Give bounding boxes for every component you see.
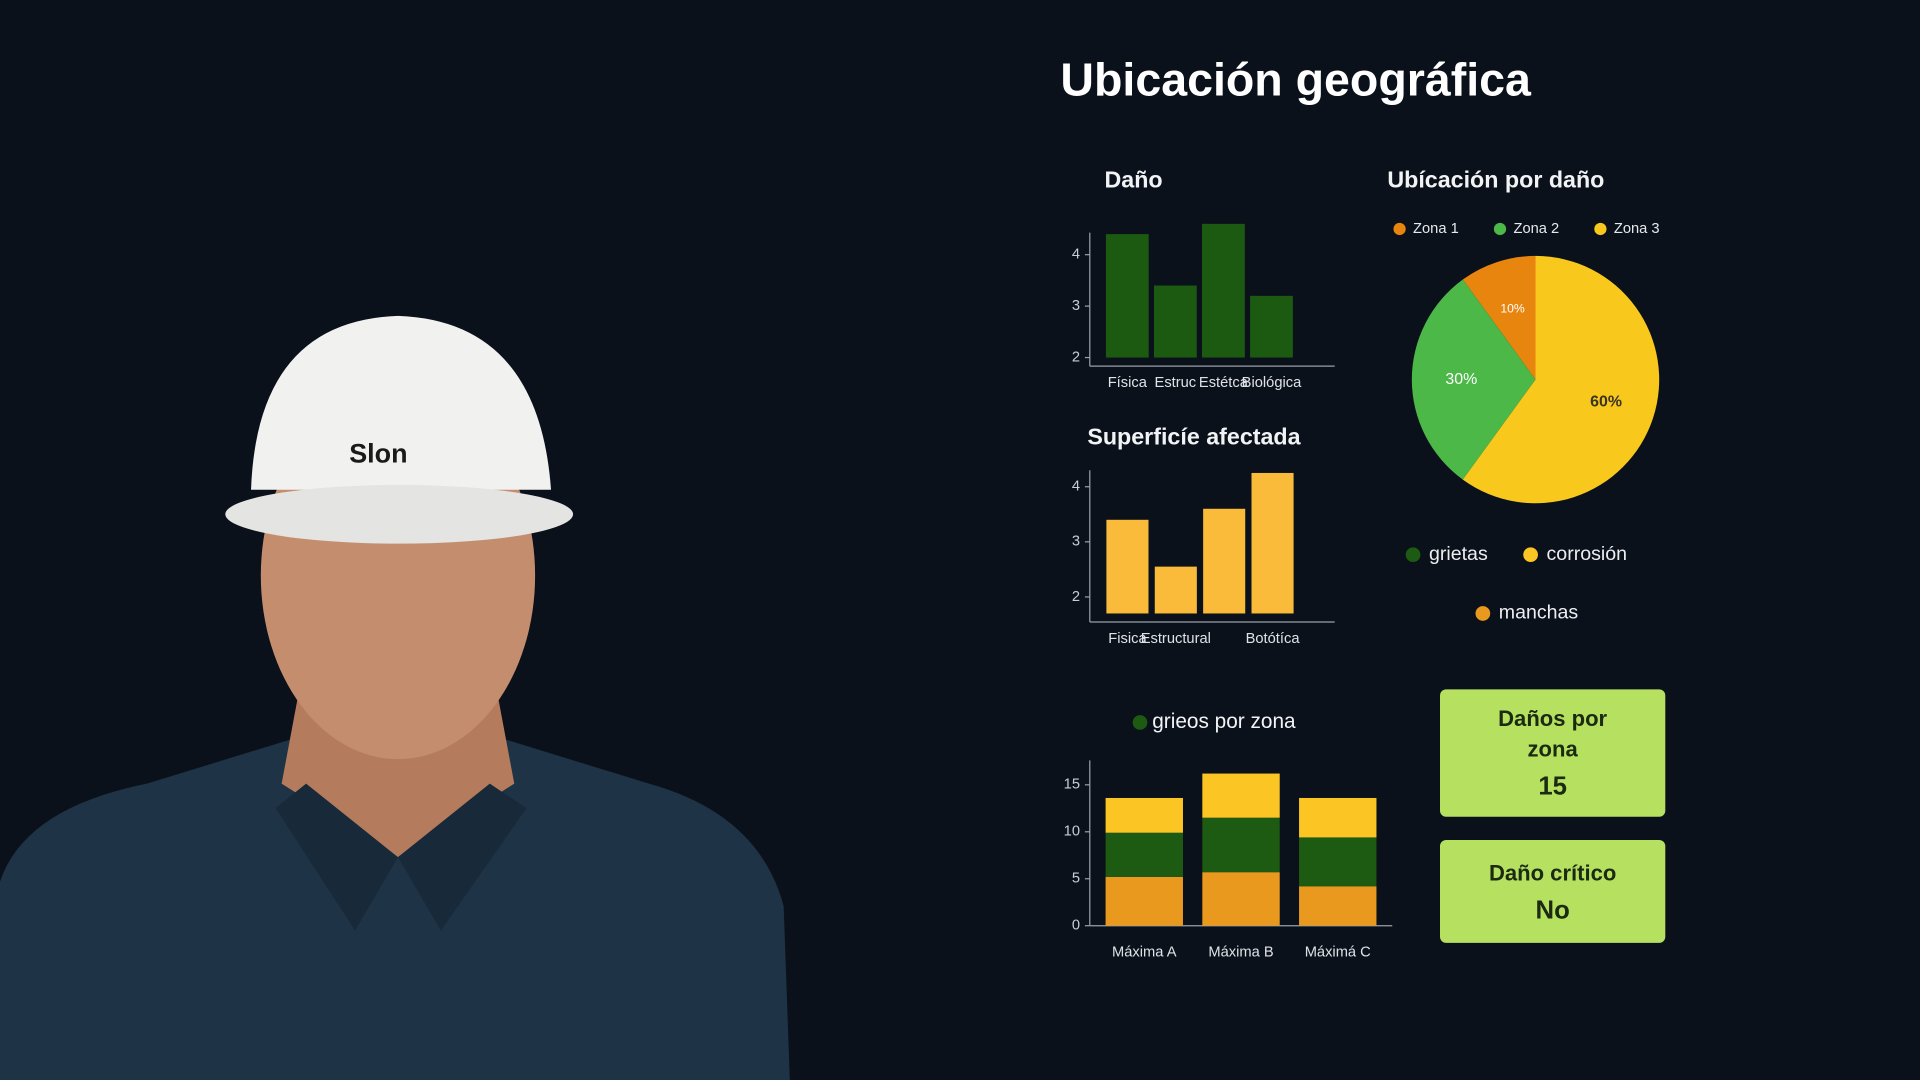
slice-label: 30%	[1445, 371, 1477, 388]
worker-photo: Slon	[0, 315, 790, 1080]
chart-title: Superficíe afectada	[1087, 424, 1301, 450]
y-tick-label: 4	[1072, 479, 1080, 495]
y-tick-label: 15	[1064, 777, 1080, 793]
legend-label: Zona 2	[1513, 221, 1559, 237]
legend-dot	[1405, 547, 1421, 563]
bar-segment	[1202, 773, 1280, 818]
bar	[1153, 285, 1197, 358]
x-tick-label: Máxima A	[1112, 945, 1177, 961]
bar-segment	[1299, 837, 1377, 887]
title-dot	[1132, 715, 1148, 730]
x-tick-label: Estétca	[1199, 375, 1249, 391]
slice-label: 10%	[1500, 301, 1525, 315]
bar-segment	[1202, 872, 1280, 926]
legend-label: grietas	[1429, 543, 1488, 565]
chart: Ubícación por daño 10% Zona 1 30% Zona 2 60% Z…	[1387, 166, 1660, 504]
legend-label: Zona 1	[1413, 221, 1459, 237]
legend-label: Zona 3	[1614, 221, 1660, 237]
x-tick-label: Biológica	[1242, 375, 1302, 391]
legend-dot	[1594, 222, 1607, 236]
y-tick-label: 2	[1072, 349, 1080, 365]
kpi-value: 15	[1538, 772, 1567, 801]
y-tick-label: 3	[1072, 534, 1080, 550]
y-tick-label: 4	[1072, 247, 1080, 263]
bar-segment	[1299, 886, 1377, 926]
pie-slice	[1462, 255, 1660, 504]
legend-label: corrosión	[1547, 543, 1628, 565]
chart-title: grieos por zona	[1152, 710, 1296, 733]
bar-segment	[1202, 817, 1280, 873]
pie-slice	[1462, 255, 1536, 380]
chart: grieos por zona 0 5 10 15 Máxima A Máxima B Máx…	[1064, 543, 1627, 961]
page-title: Ubicación geográfica	[1060, 54, 1532, 106]
kpi-card	[1440, 840, 1666, 943]
bar-segment	[1105, 832, 1183, 877]
collar	[275, 783, 527, 931]
legend-dot	[1523, 547, 1538, 563]
kpi: Daños por zona 15	[1440, 689, 1665, 816]
kpi-label: Daño crítico	[1488, 860, 1617, 885]
kpi-value: No	[1535, 895, 1570, 924]
y-tick-label: 2	[1072, 589, 1080, 605]
y-tick-label: 10	[1064, 824, 1080, 840]
kpi-content: Daño crítico No	[1440, 840, 1665, 943]
y-tick-label: 5	[1072, 871, 1080, 887]
x-tick-label: Estruc	[1155, 375, 1197, 391]
x-tick-label: Botótíca	[1246, 631, 1301, 647]
slice-label: 60%	[1590, 394, 1622, 411]
x-tick-label: Máximá C	[1305, 945, 1371, 961]
helmet-brim	[225, 484, 574, 544]
bar	[1203, 508, 1246, 614]
bar-segment	[1105, 797, 1183, 833]
bar-segment	[1105, 876, 1183, 926]
chart-title: Ubícación por daño	[1387, 166, 1604, 192]
helmet-logo: Slon	[349, 439, 407, 469]
legend-dot	[1493, 222, 1507, 236]
x-tick-label: Fisica	[1108, 631, 1147, 647]
x-tick-label: Física	[1108, 375, 1148, 391]
y-tick-label: 0	[1072, 918, 1080, 934]
kpi-card	[1440, 689, 1666, 817]
x-tick-label: Máxima B	[1208, 945, 1273, 961]
kpi-label: Daños por zona	[1498, 706, 1608, 762]
chart-title: Daño	[1104, 166, 1162, 192]
kpi: Daño crítico No	[1440, 840, 1665, 943]
bar	[1202, 223, 1245, 358]
bar	[1250, 295, 1293, 358]
bar-segment	[1299, 797, 1377, 838]
bar	[1105, 234, 1149, 358]
x-tick-label: Estructural	[1141, 631, 1211, 647]
bar	[1251, 472, 1294, 614]
helmet	[251, 315, 552, 490]
bar	[1106, 519, 1149, 614]
legend-label: manchas	[1499, 602, 1579, 624]
kpi-content: Daños por zona 15	[1440, 689, 1665, 816]
pie-slice	[1411, 279, 1536, 480]
y-tick-label: 3	[1072, 298, 1080, 314]
shirt	[0, 734, 790, 1080]
legend-dot	[1475, 606, 1491, 621]
bar	[1154, 566, 1197, 614]
legend-dot	[1393, 222, 1406, 236]
